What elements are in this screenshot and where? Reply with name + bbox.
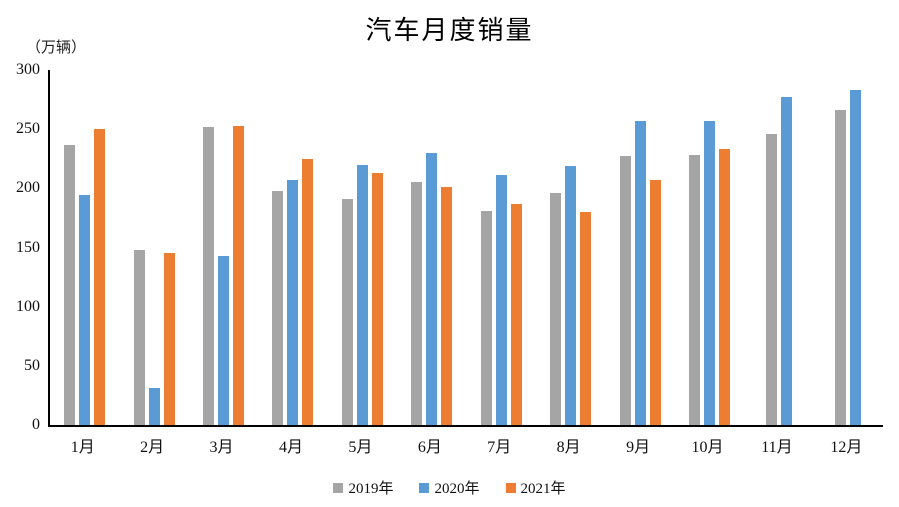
- bar-2019年-12月: [835, 110, 847, 425]
- bar-2020年-11月: [780, 97, 792, 425]
- bar-group-7月: [467, 70, 536, 425]
- x-axis-category-label: 1月: [70, 439, 95, 456]
- bar-group-1月: [50, 70, 119, 425]
- bar-2019年-8月: [550, 193, 562, 425]
- bar-2020年-3月: [218, 255, 230, 425]
- x-axis-category-label: 10月: [691, 439, 724, 456]
- x-axis-category-label: 12月: [830, 439, 863, 456]
- bar-group-2月: [119, 70, 188, 425]
- bar-2019年-4月: [272, 190, 284, 425]
- y-axis-unit-label: （万辆）: [26, 40, 87, 56]
- bar-2019年-1月: [64, 144, 76, 425]
- legend-item-2020年: 2020年: [419, 477, 480, 498]
- bar-group-6月: [397, 70, 466, 425]
- bar-2020年-12月: [850, 90, 862, 425]
- y-axis-tick-label: 50: [24, 356, 40, 374]
- bar-2021年-3月: [233, 126, 245, 425]
- legend-item-2019年: 2019年: [333, 477, 393, 498]
- bar-2020年-4月: [287, 180, 299, 425]
- bar-2020年-1月: [79, 195, 91, 425]
- bar-2021年-10月: [719, 148, 730, 425]
- legend-label: 2020年: [434, 481, 480, 497]
- bar-group-3月: [189, 70, 258, 425]
- x-axis-category-label: 3月: [209, 439, 234, 456]
- x-axis-category-label: 5月: [348, 439, 373, 456]
- bar-2019年-2月: [133, 249, 145, 425]
- bar-2021年-8月: [580, 212, 592, 425]
- y-axis-tick-label: 300: [16, 61, 40, 78]
- bar-2021年-9月: [649, 180, 661, 425]
- y-axis-tick-label: 150: [16, 238, 40, 256]
- bar-2020年-7月: [495, 175, 507, 425]
- bar-group-10月: [675, 70, 744, 425]
- y-axis-tick-label: 100: [16, 297, 40, 315]
- bar-2020年-8月: [565, 166, 577, 425]
- x-axis-category-label: 4月: [278, 439, 303, 456]
- legend-label: 2021年: [520, 481, 566, 497]
- bar-2019年-10月: [689, 154, 700, 425]
- bar-2020年-9月: [634, 121, 646, 425]
- legend-swatch-icon: [333, 482, 344, 493]
- y-axis-tick-label: 0: [32, 416, 40, 433]
- bar-2020年-6月: [426, 152, 438, 425]
- legend: 2019年 2020年 2021年: [0, 477, 899, 498]
- bar-group-5月: [328, 70, 397, 425]
- bar-2021年-4月: [302, 158, 314, 425]
- bar-2021年-1月: [94, 128, 106, 425]
- bar-2019年-7月: [480, 211, 492, 425]
- bar-2019年-3月: [203, 126, 215, 425]
- chart-title: 汽车月度销量: [365, 16, 534, 45]
- bar-2020年-10月: [704, 120, 715, 425]
- bar-2021年-5月: [371, 173, 383, 425]
- bar-group-9月: [605, 70, 674, 425]
- bar-2021年-2月: [163, 252, 175, 425]
- legend-swatch-icon: [505, 482, 516, 493]
- x-axis-category-label: 11月: [761, 439, 793, 456]
- bar-2020年-2月: [148, 388, 160, 425]
- bar-group-4月: [258, 70, 327, 425]
- bar-2019年-5月: [341, 198, 353, 425]
- bar-group-8月: [536, 70, 605, 425]
- x-axis-category-label: 8月: [556, 439, 581, 456]
- legend-item-2021年: 2021年: [505, 477, 566, 498]
- y-axis-tick-label: 200: [16, 179, 40, 197]
- bar-2021年-6月: [441, 186, 453, 425]
- x-axis-category-label: 9月: [626, 439, 651, 456]
- x-axis-category-label: 7月: [487, 439, 512, 456]
- y-axis-tick-label: 250: [16, 120, 40, 138]
- legend-label: 2019年: [348, 481, 394, 497]
- bar-group-12月: [814, 70, 883, 425]
- bar-group-11月: [744, 70, 813, 425]
- legend-swatch-icon: [419, 482, 430, 493]
- bar-2019年-9月: [619, 156, 631, 425]
- x-axis: 1月 2月 3月 4月 5月 6月 7月 8月 9月 10月 11月 12月: [48, 433, 881, 457]
- bar-2021年-7月: [510, 204, 522, 425]
- bar-2020年-5月: [356, 165, 368, 425]
- bar-2019年-6月: [411, 181, 423, 425]
- plot-area: [48, 70, 883, 427]
- bar-2019年-11月: [765, 134, 777, 425]
- x-axis-category-label: 6月: [417, 439, 442, 456]
- x-axis-category-label: 2月: [140, 439, 165, 456]
